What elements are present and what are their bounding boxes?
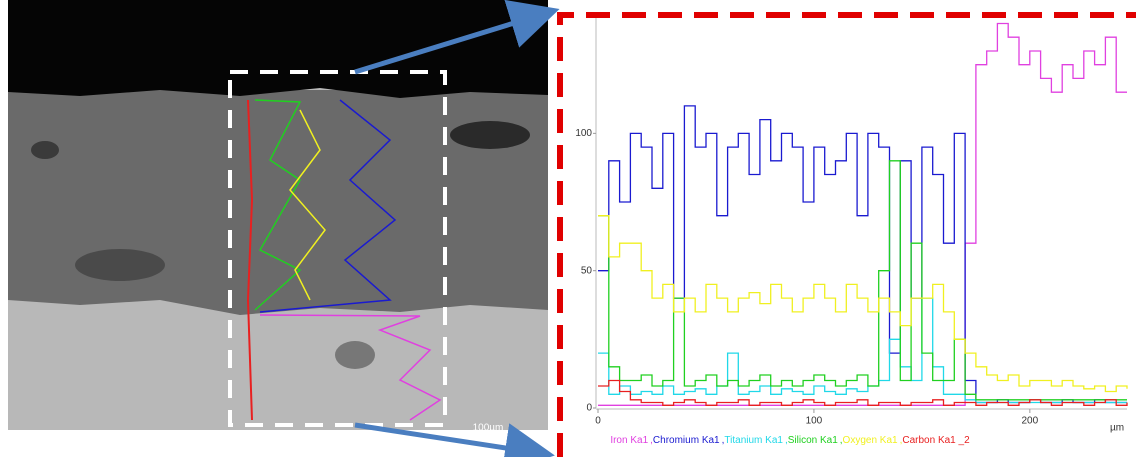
series-line [598, 216, 1127, 392]
legend-entry: Titanium Ka1 [724, 435, 783, 446]
series-line [598, 381, 1127, 406]
x-unit: µm [1110, 423, 1124, 434]
x-tick-label: 200 [1021, 416, 1038, 427]
series-line [598, 106, 1127, 403]
series-line [598, 298, 1127, 402]
x-tick-label: 0 [595, 416, 601, 427]
legend-entry: Oxygen Ka1 [843, 435, 898, 446]
scale-bar-label: 100µm [473, 423, 504, 434]
legend-entry: Iron Ka1 [610, 435, 648, 446]
legend-entry: Silicon Ka1 [788, 435, 838, 446]
micrograph: 100µm [8, 0, 548, 445]
legend-entry: Carbon Ka1 _2 [902, 435, 970, 446]
series-line [598, 24, 1127, 406]
y-tick-label: 0 [586, 403, 592, 414]
legend: Iron Ka1,Chromium Ka1,Titanium Ka1,Silic… [610, 435, 970, 446]
series-line [598, 161, 1127, 400]
x-tick-label: 100 [806, 416, 823, 427]
figure: 100µm µm Iron Ka1,Chromium Ka1,Titanium … [0, 0, 1136, 457]
y-tick-label: 100 [575, 128, 592, 139]
legend-entry: Chromium Ka1 [653, 435, 720, 446]
y-tick-label: 50 [581, 265, 593, 276]
